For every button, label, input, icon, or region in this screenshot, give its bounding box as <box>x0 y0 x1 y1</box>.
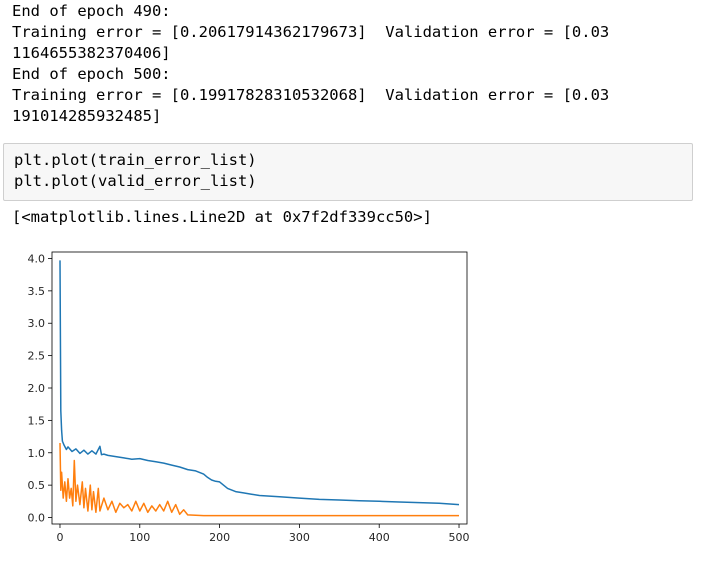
output-line: End of epoch 490: <box>12 2 171 20</box>
code-line[interactable]: plt.plot(valid_error_list) <box>14 172 257 190</box>
output-line: Training error = [0.20617914362179673] V… <box>12 23 610 41</box>
y-tick-label: 2.5 <box>28 350 46 363</box>
x-tick-label: 400 <box>369 531 390 544</box>
x-tick-label: 300 <box>289 531 310 544</box>
y-tick-label: 2.0 <box>28 382 46 395</box>
output-line: Training error = [0.19917828310532068] V… <box>12 86 610 104</box>
series-line-1 <box>59 260 460 506</box>
y-tick-label: 4.0 <box>28 252 46 265</box>
axes-frame <box>51 251 468 525</box>
x-tick-label: 100 <box>129 531 150 544</box>
output-line: 1164655382370406] <box>12 44 171 62</box>
output-line: End of epoch 500: <box>12 65 171 83</box>
code-line[interactable]: plt.plot(train_error_list) <box>14 151 257 169</box>
output-line: 191014285932485] <box>12 107 162 125</box>
y-tick-label: 3.5 <box>28 285 46 298</box>
y-tick-label: 3.0 <box>28 317 46 330</box>
y-tick-label: 0.5 <box>28 479 46 492</box>
plot-area: 0 100 200 300 400 500 0.0 0.5 1.0 1.5 2.0 2.5 3.0 3.5… <box>28 251 470 544</box>
y-tick-label: 0.0 <box>28 512 46 525</box>
x-tick-label: 200 <box>209 531 230 544</box>
y-tick-label: 1.5 <box>28 414 46 427</box>
series-line-2 <box>59 442 459 517</box>
x-tick-label: 0 <box>56 531 63 544</box>
x-tick-label: 500 <box>449 531 470 544</box>
y-tick-label: 1.0 <box>28 447 46 460</box>
line-chart: 0 100 200 300 400 500 0.0 0.5 1.0 1.5 2.0 2.5 3.0 3.5… <box>28 251 470 544</box>
result-repr: [<matplotlib.lines.Line2D at 0x7f2df339c… <box>12 208 432 226</box>
code-cell[interactable]: plt.plot(train_error_list) plt.plot(vali… <box>3 143 693 201</box>
